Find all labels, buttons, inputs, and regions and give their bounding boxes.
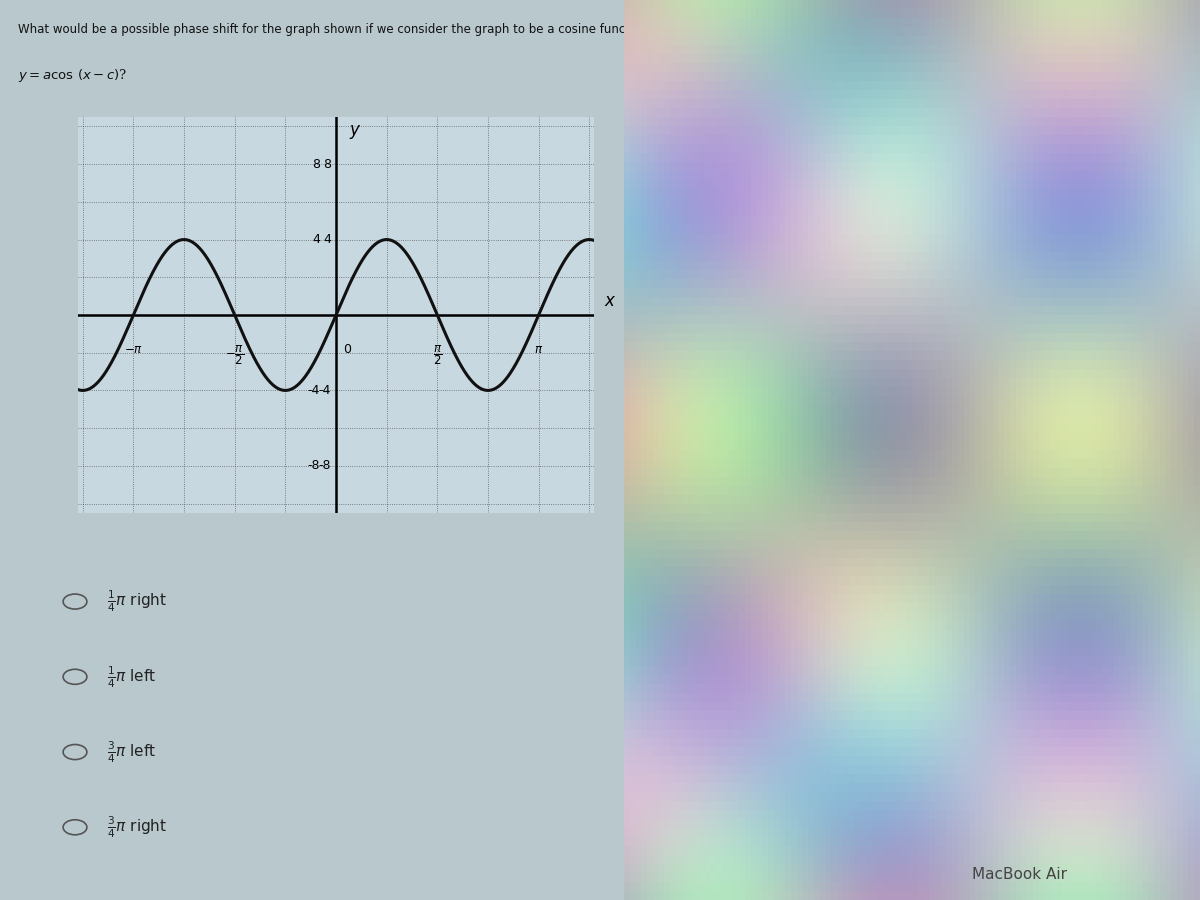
Text: $0$: $0$ xyxy=(343,343,352,356)
Text: $y = a\cos\,(x - c)$?: $y = a\cos\,(x - c)$? xyxy=(18,68,127,85)
Text: $-\dfrac{\pi}{2}$: $-\dfrac{\pi}{2}$ xyxy=(226,343,245,367)
Text: $\frac{3}{4}\pi$ right: $\frac{3}{4}\pi$ right xyxy=(108,814,168,840)
Text: 8: 8 xyxy=(323,158,331,171)
Text: What would be a possible phase shift for the graph shown if we consider the grap: What would be a possible phase shift for… xyxy=(18,22,718,35)
Text: $x$: $x$ xyxy=(604,293,617,310)
Text: -8: -8 xyxy=(307,459,320,472)
Text: $\frac{1}{4}\pi$ left: $\frac{1}{4}\pi$ left xyxy=(108,664,157,689)
Text: -4: -4 xyxy=(307,384,320,397)
Text: -4: -4 xyxy=(318,384,331,397)
Text: 8: 8 xyxy=(312,158,320,171)
Text: -8: -8 xyxy=(318,459,331,472)
Text: $\frac{1}{4}\pi$ right: $\frac{1}{4}\pi$ right xyxy=(108,589,168,615)
Text: $\frac{3}{4}\pi$ left: $\frac{3}{4}\pi$ left xyxy=(108,739,157,765)
Text: $\dfrac{\pi}{2}$: $\dfrac{\pi}{2}$ xyxy=(432,343,442,367)
Text: $-\pi$: $-\pi$ xyxy=(124,343,143,356)
Text: MacBook Air: MacBook Air xyxy=(972,867,1068,882)
Text: 4: 4 xyxy=(323,233,331,246)
Text: $y$: $y$ xyxy=(349,122,361,140)
Text: 4: 4 xyxy=(312,233,320,246)
Text: $\pi$: $\pi$ xyxy=(534,343,544,356)
